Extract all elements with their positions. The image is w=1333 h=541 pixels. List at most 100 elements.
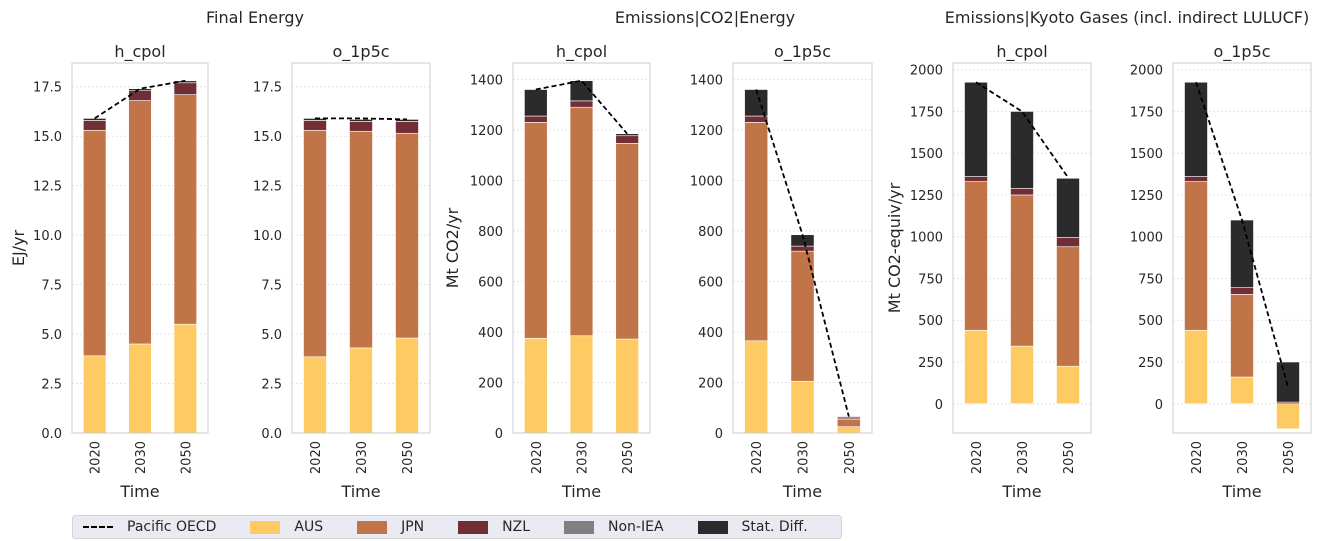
- x-tick-label: 2050: [621, 441, 636, 474]
- bar-jpn-2050: [615, 143, 639, 340]
- bar-stat-diff-2030: [569, 80, 594, 102]
- y-tick-label: 800: [698, 225, 723, 240]
- x-axis-label: Time: [1221, 482, 1261, 501]
- y-tick-label: 200: [478, 376, 503, 391]
- bar-nzl-2030: [1230, 287, 1254, 295]
- y-axis-label: Mt CO2/yr: [443, 207, 462, 288]
- x-tick-label: 2020: [750, 441, 765, 474]
- bar-nzl-2020: [83, 120, 107, 131]
- subplot-title: h_cpol: [114, 42, 165, 62]
- bar-nzl-2020: [524, 115, 548, 123]
- subplot-title: h_cpol: [996, 42, 1047, 62]
- bar-stat-diff-2050: [1276, 361, 1300, 403]
- x-tick-label: 2030: [797, 441, 812, 474]
- legend-swatch-stat-diff: [697, 520, 728, 534]
- y-tick-label: 5.0: [41, 328, 62, 343]
- legend-label: Non-IEA: [608, 519, 664, 535]
- x-tick-label: 2030: [1016, 441, 1031, 474]
- y-tick-label: 250: [918, 356, 943, 371]
- subplot-title: o_1p5c: [774, 42, 831, 62]
- bar-nzl-2020: [964, 176, 988, 182]
- bar-jpn-2020: [964, 181, 988, 331]
- legend-swatch-aus: [250, 520, 281, 534]
- bar-aus-2050: [1276, 403, 1300, 430]
- y-tick-label: 1200: [470, 124, 503, 139]
- y-tick-label: 0: [715, 427, 723, 442]
- bar-aus-2020: [744, 340, 769, 434]
- bar-aus-2030: [128, 343, 152, 434]
- x-tick-label: 2050: [1282, 441, 1297, 474]
- y-tick-label: 10.0: [253, 229, 282, 244]
- y-tick-label: 17.5: [33, 81, 62, 96]
- subplot-1: 0.0 2.5 5.0 7.5 10.0 12.5 15.0 17.5 2020 2030 2050…: [9, 42, 209, 501]
- bar-jpn-2050: [1056, 246, 1080, 367]
- y-tick-label: 12.5: [33, 180, 62, 195]
- bar-jpn-2020: [524, 122, 548, 339]
- bar-jpn-2050: [395, 132, 419, 339]
- y-tick-label: 600: [478, 275, 503, 290]
- y-tick-label: 1000: [910, 231, 943, 246]
- bar-aus-2050: [836, 426, 861, 434]
- legend-item-pacific-oecd: Pacific OECD: [83, 519, 216, 535]
- bar-jpn-2050: [836, 418, 861, 427]
- bar-aus-2050: [1056, 365, 1080, 405]
- y-tick-label: 1500: [1130, 147, 1163, 162]
- subplot-title: o_1p5c: [332, 42, 389, 62]
- bar-stat-diff-2050: [615, 133, 639, 137]
- group-title-final-energy: Final Energy: [206, 8, 304, 27]
- legend-item-non-iea: Non-IEA: [564, 519, 664, 535]
- bar-jpn-2020: [303, 129, 327, 358]
- x-tick-label: 2030: [1236, 441, 1251, 474]
- y-tick-label: 750: [1138, 272, 1163, 287]
- dashed-line-icon: [83, 526, 113, 528]
- y-tick-label: 1000: [690, 174, 723, 189]
- x-tick-label: 2030: [576, 441, 591, 474]
- bar-stat-diff-2050: [1056, 177, 1080, 238]
- bar-aus-2020: [524, 337, 548, 434]
- bar-stat-diff-2020: [744, 89, 769, 117]
- legend-item-jpn: JPN: [357, 519, 424, 535]
- bar-jpn-2020: [83, 129, 107, 357]
- x-tick-label: 2020: [89, 441, 104, 474]
- bar-aus-2030: [1010, 345, 1034, 405]
- y-tick-label: 0: [1155, 398, 1163, 413]
- y-tick-label: 1000: [1130, 231, 1163, 246]
- legend-swatch-jpn: [357, 520, 388, 534]
- y-tick-label: 15.0: [33, 130, 62, 145]
- y-tick-label: 7.5: [261, 279, 282, 294]
- y-tick-label: 0: [935, 398, 943, 413]
- bar-aus-2050: [173, 323, 197, 434]
- bar-stat-diff-2030: [349, 119, 373, 122]
- y-tick-label: 750: [918, 272, 943, 287]
- subplot-4: 0 200 400 600 800 1000 1200 1400 2020 2030 2050 o_1…: [690, 42, 873, 501]
- x-axis-label: Time: [119, 482, 159, 501]
- subplot-3: 0 200 400 600 800 1000 1200 1400 2020 2030 2050 h_c…: [443, 42, 651, 501]
- subplot-title: h_cpol: [556, 42, 607, 62]
- group-title-co2-energy: Emissions|CO2|Energy: [614, 8, 796, 27]
- bar-nzl-2030: [1010, 187, 1034, 196]
- bar-stat-diff-2030: [128, 88, 152, 92]
- bar-aus-2020: [83, 355, 107, 434]
- bar-aus-2020: [1184, 329, 1208, 405]
- bar-nzl-2020: [303, 120, 327, 131]
- axes-frame: [732, 62, 873, 434]
- legend-label: JPN: [401, 519, 425, 535]
- bar-nzl-2030: [349, 121, 373, 132]
- y-tick-label: 7.5: [41, 279, 62, 294]
- axes-frame: [952, 62, 1092, 434]
- bar-nzl-2050: [173, 82, 197, 95]
- x-tick-label: 2050: [401, 441, 416, 474]
- y-tick-label: 1400: [470, 73, 503, 88]
- y-tick-label: 2000: [1130, 64, 1163, 79]
- y-tick-label: 600: [698, 275, 723, 290]
- line-pacific-oecd: [1195, 81, 1289, 388]
- legend-label: AUS: [294, 519, 324, 535]
- bar-stat-diff-2030: [1010, 111, 1034, 189]
- bar-nzl-2030: [569, 100, 594, 108]
- x-tick-label: 2020: [309, 441, 324, 474]
- x-tick-label: 2050: [179, 441, 194, 474]
- bar-aus-2050: [395, 337, 419, 434]
- x-axis-label: Time: [1001, 482, 1041, 501]
- bar-aus-2030: [569, 335, 594, 434]
- x-tick-label: 2050: [843, 441, 858, 474]
